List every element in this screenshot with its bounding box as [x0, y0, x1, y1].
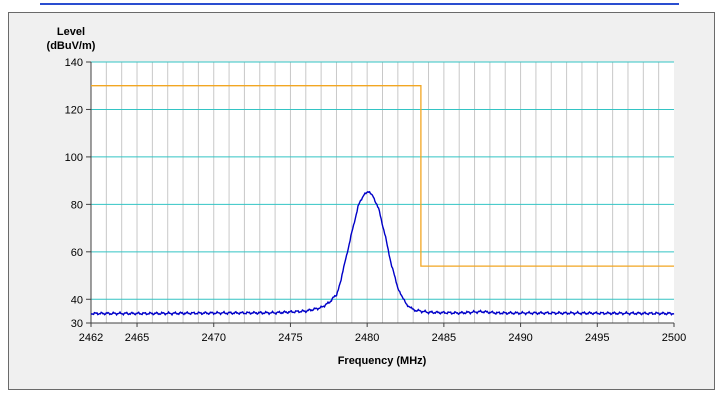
y-axis-title-line1: Level [57, 26, 85, 38]
x-tick-label: 2470 [201, 332, 225, 344]
window-top-strip [0, 0, 719, 12]
y-tick-label: 120 [65, 104, 83, 116]
x-tick-label: 2480 [355, 332, 379, 344]
x-tick-label: 2490 [508, 332, 532, 344]
window-border-accent [40, 0, 679, 5]
x-tick-label: 2465 [125, 332, 149, 344]
axes [90, 62, 674, 324]
y-tick-label: 80 [71, 199, 83, 211]
major-grid [91, 61, 674, 300]
y-tick-label: 40 [71, 294, 83, 306]
x-tick-label: 2475 [278, 332, 302, 344]
y-axis-title-line2: (dBuV/m) [47, 40, 96, 52]
minor-grid [105, 62, 660, 323]
y-tick-label: 60 [71, 247, 83, 259]
x-tick-label: 2485 [432, 332, 456, 344]
x-ticks: 2462 2465 2470 2475 2480 2485 2490 2495 2500 [79, 323, 686, 344]
measurement-trace [90, 190, 675, 317]
x-axis-title: Frequency (MHz) [338, 355, 427, 367]
x-tick-label: 2495 [585, 332, 609, 344]
limit-line [91, 85, 674, 267]
y-ticks: 30 40 60 80 100 120 140 [65, 57, 91, 330]
x-tick-label: 2500 [662, 332, 686, 344]
x-tick-label: 2462 [79, 332, 103, 344]
y-tick-label: 100 [65, 152, 83, 164]
y-tick-label: 140 [65, 57, 83, 69]
y-tick-label: 30 [71, 318, 83, 330]
